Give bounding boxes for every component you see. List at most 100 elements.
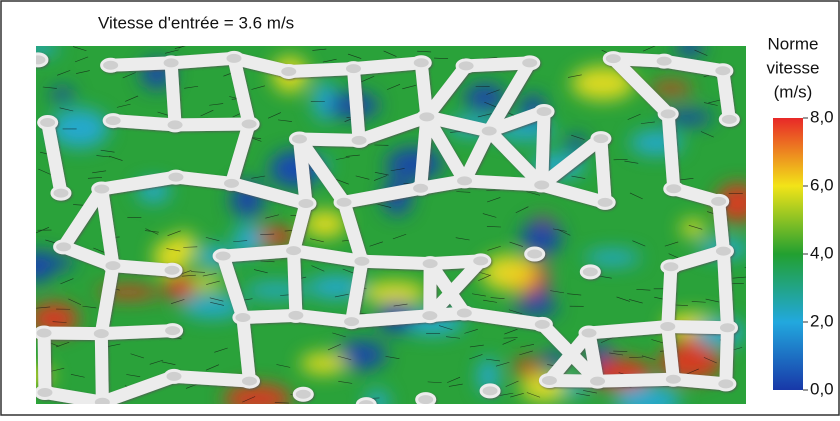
speed-blob: [386, 147, 442, 180]
strut: [352, 316, 430, 322]
strut-joint: [535, 105, 553, 117]
strut-joint: [93, 183, 111, 195]
strut: [726, 328, 728, 384]
strut-joint: [350, 134, 368, 146]
strut-joint: [280, 65, 298, 77]
speed-blob: [164, 275, 196, 300]
strut-joint: [596, 196, 614, 208]
strut-joint: [162, 57, 180, 69]
strut-joint: [240, 375, 258, 387]
strut-joint: [164, 325, 182, 337]
strut-joint: [412, 57, 430, 69]
strut-joint: [659, 108, 677, 120]
strut-joint: [297, 197, 315, 209]
strut-joint: [287, 309, 305, 321]
strut-joint: [480, 125, 498, 137]
strut: [101, 331, 172, 334]
speed-blob: [680, 219, 706, 237]
strut-joint: [166, 119, 184, 131]
strut-joint: [335, 196, 353, 208]
strut-joint: [343, 316, 361, 328]
field-background: [36, 46, 746, 404]
strut: [101, 334, 102, 403]
strut-joint: [92, 328, 110, 340]
colorbar-title: (m/s): [774, 82, 813, 101]
strut: [465, 181, 542, 185]
strut-joint: [104, 115, 122, 127]
speed-blob: [50, 87, 74, 102]
speed-blob: [300, 353, 347, 375]
strut: [601, 139, 605, 203]
strut-joint: [714, 245, 732, 257]
colorbar: [773, 118, 803, 390]
colorbar-tick-label: 8,0: [810, 107, 834, 126]
strut-joint: [604, 53, 622, 65]
strut-joint: [412, 182, 430, 194]
strut: [542, 111, 544, 184]
speed-blob: [510, 301, 559, 316]
figure-title: Vitesse d'entrée = 3.6 m/s: [98, 13, 294, 32]
strut-joint: [589, 375, 607, 387]
strut: [243, 318, 250, 382]
colorbar-tick-label: 2,0: [810, 311, 834, 330]
strut-joint: [521, 57, 539, 69]
strut-joint: [234, 312, 252, 324]
colorbar-title: vitesse: [767, 58, 820, 77]
strut-joint: [285, 245, 303, 257]
strut-joint: [417, 394, 435, 406]
strut-joint: [717, 378, 735, 390]
velocity-field: [10, 35, 759, 416]
strut-joint: [421, 258, 439, 270]
strut-joint: [421, 310, 439, 322]
strut-joint: [481, 385, 499, 397]
strut-joint: [664, 373, 682, 385]
strut: [353, 69, 359, 141]
strut-joint: [39, 117, 57, 129]
strut-joint: [710, 195, 728, 207]
strut-joint: [662, 261, 680, 273]
colorbar-tick-label: 4,0: [810, 243, 834, 262]
strut-joint: [418, 111, 436, 123]
strut: [174, 376, 249, 381]
strut: [175, 124, 249, 125]
strut-joint: [55, 241, 73, 253]
colorbar-tick-label: 0,0: [810, 379, 834, 398]
strut-joint: [52, 187, 70, 199]
strut-joint: [720, 113, 738, 125]
strut-joint: [718, 322, 736, 334]
strut-joint: [102, 59, 120, 71]
page: Vitesse d'entrée = 3.6 m/s Normevitesse(…: [0, 0, 840, 421]
strut-joint: [294, 388, 312, 400]
strut-joint: [526, 248, 544, 260]
strut: [668, 267, 671, 327]
strut-joint: [540, 374, 558, 386]
strut: [598, 379, 674, 381]
strut-joint: [163, 264, 181, 276]
strut-joint: [104, 260, 122, 272]
strut-joint: [214, 250, 232, 262]
speed-blob: [50, 109, 109, 148]
strut-joint: [353, 255, 371, 267]
strut-joint: [165, 370, 183, 382]
strut-joint: [665, 183, 683, 195]
strut-joint: [35, 327, 53, 339]
strut-joint: [457, 60, 475, 72]
strut: [44, 333, 45, 392]
figure: Vitesse d'entrée = 3.6 m/s Normevitesse(…: [0, 0, 840, 416]
strut-joint: [167, 171, 185, 183]
speed-blob: [584, 250, 640, 266]
strut: [223, 251, 294, 256]
strut-joint: [290, 133, 308, 145]
strut-joint: [222, 177, 240, 189]
strut-joint: [533, 318, 551, 330]
strut-joint: [533, 179, 551, 191]
strut-joint: [344, 63, 362, 75]
strut-joint: [225, 52, 243, 64]
strut-joint: [472, 255, 490, 267]
strut-joint: [455, 307, 473, 319]
strut: [723, 251, 727, 328]
strut: [668, 327, 674, 380]
strut-joint: [36, 386, 54, 398]
strut: [589, 327, 668, 333]
strut: [294, 251, 296, 316]
